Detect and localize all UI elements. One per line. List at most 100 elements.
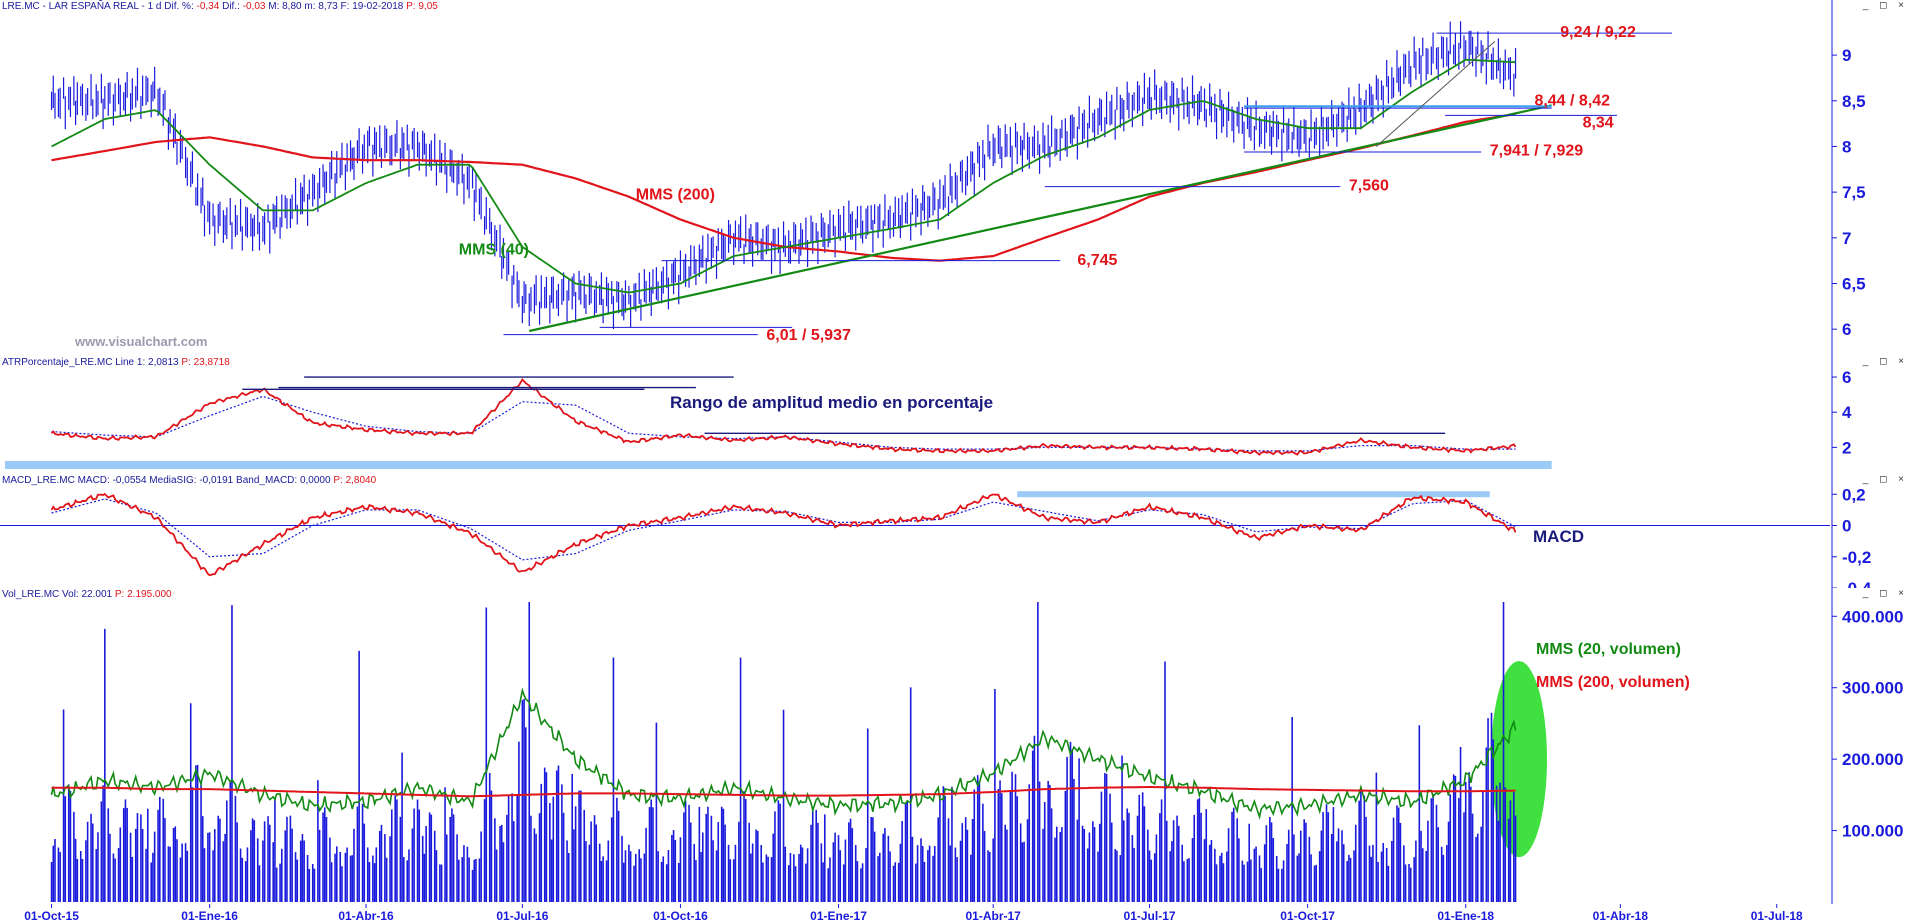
window-buttons[interactable]: _ ◻ × — [1862, 0, 1908, 11]
price-chart: 6 6,5 7 7,5 8 8,5 9 MMS (200) MMS (40) 9,24 / 9,2… — [50, 0, 1866, 356]
x-tick-label: 01-Abr-17 — [966, 909, 1022, 922]
y-tick-label: 2 — [1842, 438, 1851, 457]
label-924-922: 9,24 / 9,22 — [1560, 24, 1636, 41]
atr-panel: ATRPorcentaje_LRE.MC Line 1: 2,0813 P: 2… — [0, 356, 1912, 475]
volume-mms200-line — [51, 786, 1516, 798]
label-834: 8,34 — [1583, 114, 1614, 131]
macd-value: -0,0554 — [112, 475, 147, 486]
y-tick-label: 8,5 — [1842, 92, 1866, 111]
volume-chart: 100.000 200.000 300.000 400.000 MMS (20, vol… — [50, 588, 1903, 904]
macd-chart: -0,4 -0,2 0 0,2 MACD — [0, 474, 1872, 598]
trendline-support — [529, 104, 1552, 333]
x-tick-label: 01-Ene-18 — [1437, 909, 1494, 922]
y-tick-label: 300.000 — [1842, 679, 1903, 698]
y-tick-label: 8 — [1842, 137, 1851, 156]
diff-pct-label: Dif. %: — [164, 1, 194, 12]
y-tick-label: 0,2 — [1842, 485, 1866, 504]
x-axis: 01-Oct-15 01-Ene-16 01-Abr-16 01-Jul-16 01-O… — [24, 904, 1803, 922]
macd-sig-label: MediaSIG: — [149, 475, 197, 486]
macd-name: MACD_LRE.MC — [2, 475, 75, 486]
y-tick-label: 0 — [1842, 517, 1851, 536]
volume-header: Vol_LRE.MC Vol: 22.001 P: 2.195.000 — [0, 588, 172, 601]
label-7941-7929: 7,941 / 7,929 — [1490, 143, 1584, 160]
min-label: m: — [304, 1, 316, 12]
volume-mms20-line — [50, 687, 1517, 820]
y-tick-label: 200.000 — [1842, 750, 1903, 769]
max-value: 8,80 — [282, 1, 302, 12]
macd-p-label: P: — [333, 475, 343, 486]
label-mms200-volumen: MMS (200, volumen) — [1536, 674, 1690, 691]
x-tick-label: 01-Ene-17 — [810, 909, 867, 922]
atr-p-label: P: — [181, 357, 191, 368]
y-tick-label: 4 — [1842, 403, 1852, 422]
atr-line-label: Line 1: — [115, 357, 146, 368]
volume-vol-label: Vol: — [62, 589, 79, 600]
date-value: 19-02-2018 — [352, 1, 404, 12]
price-label: P: — [406, 1, 416, 12]
volume-p-value: 2.195.000 — [127, 589, 172, 600]
diff-value: -0,03 — [242, 1, 266, 12]
volume-window-buttons[interactable]: _ ◻ × — [1862, 588, 1908, 599]
y-tick-label: 9 — [1842, 46, 1851, 65]
label-mms40: MMS (40) — [459, 241, 529, 258]
x-tick-label: 01-Oct-15 — [24, 909, 79, 922]
y-tick-label: -0,2 — [1842, 548, 1871, 567]
y-tick-label: 100.000 — [1842, 822, 1903, 841]
atr-line — [50, 377, 1517, 456]
atr-header: ATRPorcentaje_LRE.MC Line 1: 2,0813 P: 2… — [0, 356, 230, 369]
label-mms20-volumen: MMS (20, volumen) — [1536, 641, 1681, 658]
atr-line-value: 2,0813 — [148, 357, 179, 368]
y-tick-label: 400.000 — [1842, 607, 1903, 626]
y-tick-label: 7 — [1842, 229, 1851, 248]
atr-chart: 2 4 6 Rango de amplitud medio en porcentaje — [5, 356, 1852, 474]
mms40-line — [51, 58, 1516, 294]
volume-p-label: P: — [114, 589, 125, 600]
macd-header: MACD_LRE.MC MACD: -0,0554 MediaSIG: -0,0… — [0, 474, 376, 487]
atr-window-buttons[interactable]: _ ◻ × — [1862, 356, 1908, 367]
x-tick-label: 01-Jul-18 — [1751, 909, 1803, 922]
volume-panel: Vol_LRE.MC Vol: 22.001 P: 2.195.000 _ ◻ … — [0, 588, 1912, 904]
price-panel: LRE.MC - LAR ESPAÑA REAL - 1 d Dif. %: -… — [0, 0, 1912, 357]
x-tick-label: 01-Jul-16 — [496, 909, 548, 922]
label-mms200: MMS (200) — [636, 186, 715, 203]
title-bar: LRE.MC - LAR ESPAÑA REAL - 1 d Dif. %: -… — [0, 0, 438, 13]
diff-label: Dif.: — [222, 1, 240, 12]
y-tick-label: 6 — [1842, 320, 1851, 339]
y-tick-label: 7,5 — [1842, 183, 1866, 202]
x-tick-label: 01-Abr-16 — [338, 909, 394, 922]
macd-band-value: 0,0000 — [299, 475, 331, 486]
x-tick-label: 01-Oct-16 — [653, 909, 708, 922]
label-601-5937: 6,01 / 5,937 — [766, 327, 851, 344]
label-6745: 6,745 — [1077, 252, 1117, 269]
channel-line — [1376, 41, 1496, 147]
volume-vol-value: 22.001 — [81, 589, 113, 600]
x-tick-label: 01-Ene-16 — [181, 909, 238, 922]
date-label: F: — [340, 1, 350, 12]
x-tick-label: 01-Jul-17 — [1124, 909, 1176, 922]
macd-label: MACD: — [77, 475, 110, 486]
label-atr-title: Rango de amplitud medio en porcentaje — [670, 393, 993, 412]
macd-line — [50, 492, 1517, 577]
y-tick-label: 6 — [1842, 368, 1851, 387]
atr-name: ATRPorcentaje_LRE.MC — [2, 357, 113, 368]
watermark-label: www.visualchart.com — [74, 334, 207, 349]
label-844-842: 8,44 / 8,42 — [1534, 92, 1610, 109]
atr-band — [5, 460, 1552, 469]
macd-panel: MACD_LRE.MC MACD: -0,0554 MediaSIG: -0,0… — [0, 474, 1912, 598]
label-macd: MACD — [1533, 527, 1584, 546]
price-value: 9,05 — [418, 1, 438, 12]
macd-sig-value: -0,0191 — [199, 475, 234, 486]
label-7560: 7,560 — [1349, 177, 1389, 194]
macd-band-label: Band_MACD: — [236, 475, 298, 486]
y-tick-label: -0,4 — [1842, 579, 1872, 588]
volume-name: Vol_LRE.MC — [2, 589, 60, 600]
x-tick-label: 01-Oct-17 — [1280, 909, 1335, 922]
macd-p-value: 2,8040 — [345, 475, 377, 486]
macd-window-buttons[interactable]: _ ◻ × — [1862, 474, 1908, 485]
diff-pct-value: -0,34 — [196, 1, 220, 12]
symbol-label: LRE.MC - LAR ESPAÑA REAL - 1 d — [2, 1, 162, 12]
max-label: M: — [268, 1, 280, 12]
atr-p-value: 23,8718 — [193, 357, 230, 368]
min-value: 8,73 — [318, 1, 338, 12]
